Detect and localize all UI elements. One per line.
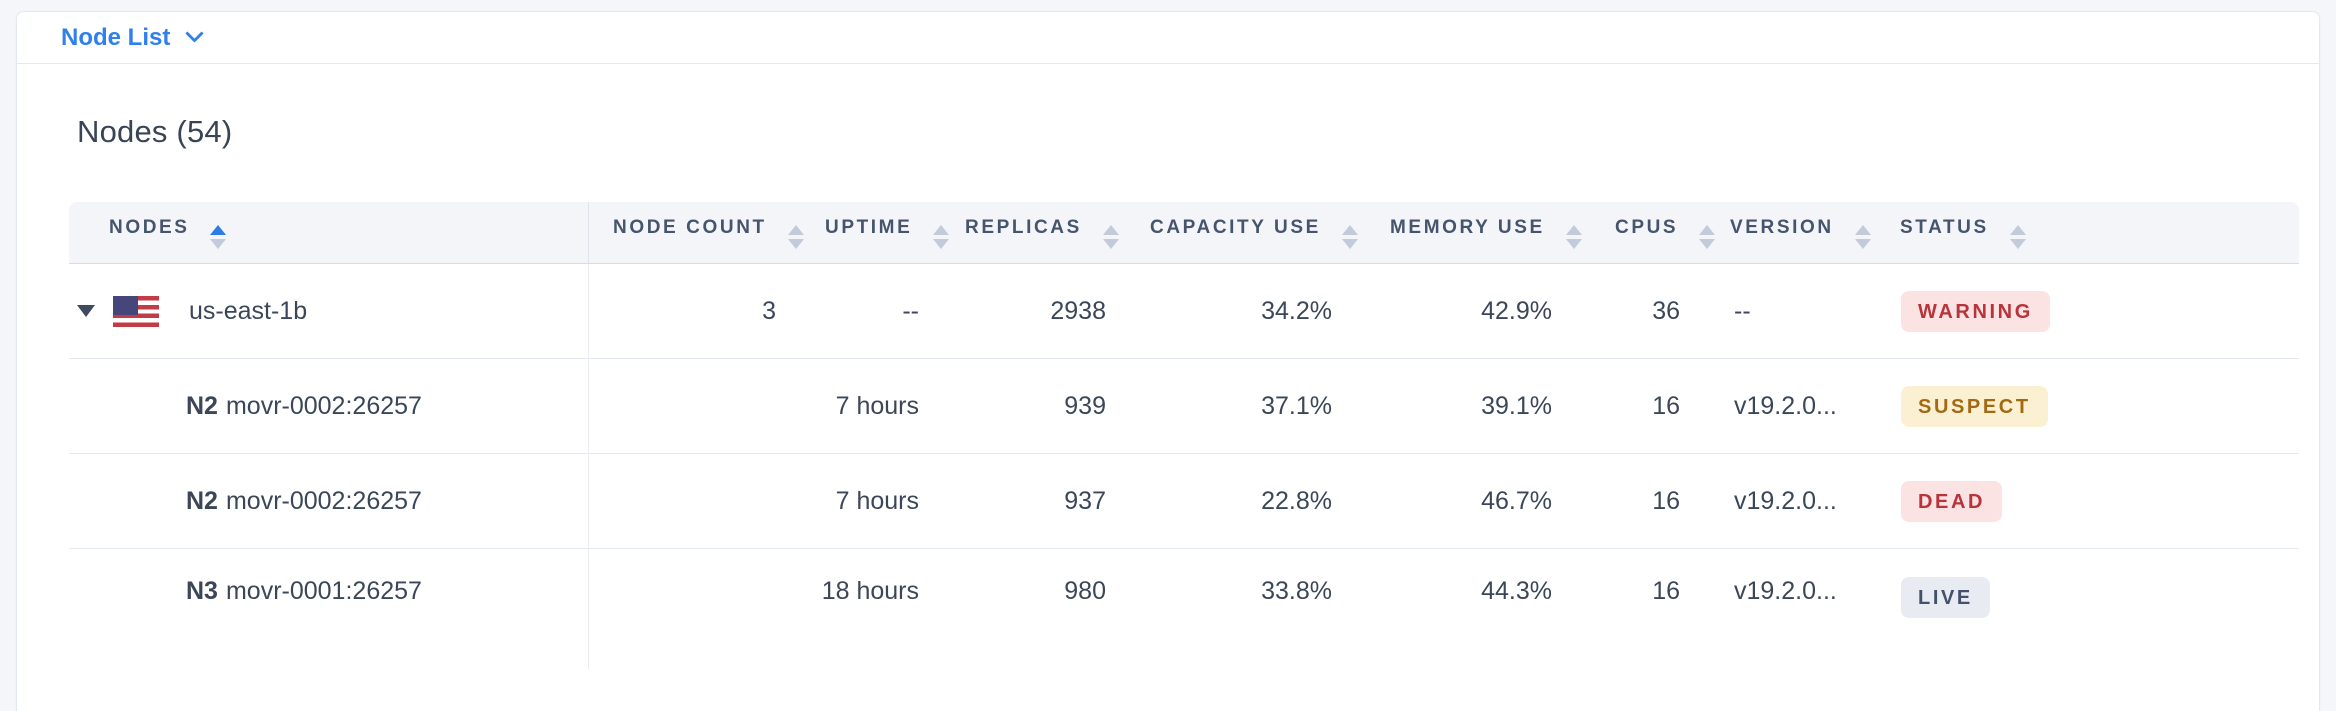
column-header-replicas[interactable]: REPLICAS	[941, 202, 1126, 264]
cell-memory-use: 46.7%	[1366, 454, 1591, 549]
cell-uptime: 7 hours	[801, 454, 941, 549]
node-list-dropdown[interactable]: Node List	[61, 23, 205, 52]
sort-icon[interactable]	[933, 224, 950, 249]
status-badge: SUSPECT	[1901, 385, 2048, 427]
column-header-nodes[interactable]: NODES	[69, 202, 589, 264]
cell-node-count	[589, 359, 801, 454]
cell-capacity-use: 22.8%	[1126, 454, 1366, 549]
page-title: Nodes (54)	[77, 114, 233, 149]
node-row[interactable]: N3 movr-0001:26257 18 hours 980 33.8% 44.…	[69, 549, 2299, 669]
cell-node-count	[589, 454, 801, 549]
view-selector-bar: Node List	[17, 12, 2319, 64]
node-address: movr-0001:26257	[225, 577, 422, 605]
column-header-version[interactable]: VERSION	[1706, 202, 1876, 264]
nodes-section: Nodes (54) NODES NODE COUNT U	[17, 64, 2319, 669]
cell-memory-use: 44.3%	[1366, 549, 1591, 669]
cell-version: v19.2.0...	[1706, 454, 1876, 549]
column-header-cpus[interactable]: CPUS	[1591, 202, 1716, 264]
cell-version: v19.2.0...	[1706, 359, 1876, 454]
cell-replicas: 939	[941, 359, 1126, 454]
column-header-memory-use[interactable]: MEMORY USE	[1366, 202, 1591, 264]
cell-uptime: 18 hours	[801, 549, 941, 669]
sort-icon[interactable]	[1854, 224, 1871, 249]
cell-memory-use: 42.9%	[1366, 264, 1591, 359]
cell-capacity-use: 34.2%	[1126, 264, 1366, 359]
node-address: movr-0002:26257	[225, 391, 422, 420]
status-badge: DEAD	[1901, 480, 2003, 522]
node-id: N2	[186, 486, 218, 515]
cell-cpus: 16	[1591, 454, 1706, 549]
cell-replicas: 2938	[941, 264, 1126, 359]
column-header-node-count[interactable]: NODE COUNT	[589, 202, 804, 264]
region-name: us-east-1b	[189, 296, 308, 325]
cell-uptime: --	[801, 264, 941, 359]
cell-version: --	[1706, 264, 1876, 359]
node-list-card: Node List Nodes (54) NODES NODE COUNT	[16, 11, 2320, 711]
sort-icon[interactable]	[1565, 224, 1582, 249]
collapse-caret-icon[interactable]	[77, 305, 95, 317]
node-row[interactable]: N2 movr-0002:26257 7 hours 937 22.8% 46.7…	[69, 454, 2299, 549]
region-row[interactable]: us-east-1b 3 -- 2938 34.2% 42.9% 36 -- W…	[69, 264, 2299, 359]
cell-cpus: 16	[1591, 549, 1706, 669]
cell-status: DEAD	[1876, 454, 2299, 549]
cell-capacity-use: 33.8%	[1126, 549, 1366, 669]
us-flag-icon	[113, 295, 159, 327]
status-badge: WARNING	[1901, 290, 2050, 332]
column-header-uptime[interactable]: UPTIME	[801, 202, 950, 264]
cell-node-count	[589, 549, 801, 669]
table-header-row: NODES NODE COUNT UPTIME REPLICAS	[69, 202, 2299, 264]
sort-icon[interactable]	[1699, 224, 1716, 249]
nodes-table: NODES NODE COUNT UPTIME REPLICAS	[69, 202, 2299, 669]
node-row[interactable]: N2 movr-0002:26257 7 hours 939 37.1% 39.1…	[69, 359, 2299, 454]
cell-replicas: 980	[941, 549, 1126, 669]
sort-icon[interactable]	[787, 224, 804, 249]
node-address: movr-0002:26257	[225, 486, 422, 515]
cell-cpus: 36	[1591, 264, 1706, 359]
column-header-status[interactable]: STATUS	[1876, 202, 2299, 264]
chevron-down-icon	[185, 24, 205, 43]
node-list-dropdown-label: Node List	[61, 23, 171, 51]
cell-capacity-use: 37.1%	[1126, 359, 1366, 454]
cell-memory-use: 39.1%	[1366, 359, 1591, 454]
sort-icon[interactable]	[2009, 224, 2026, 249]
cell-status: SUSPECT	[1876, 359, 2299, 454]
node-id: N3	[186, 577, 218, 605]
cell-replicas: 937	[941, 454, 1126, 549]
sort-icon[interactable]	[1102, 224, 1119, 249]
node-id: N2	[186, 391, 218, 420]
cell-cpus: 16	[1591, 359, 1706, 454]
status-badge: LIVE	[1901, 577, 1990, 618]
column-header-capacity-use[interactable]: CAPACITY USE	[1126, 202, 1366, 264]
sort-icon[interactable]	[1341, 224, 1358, 249]
cell-status: LIVE	[1876, 549, 2299, 669]
cell-version: v19.2.0...	[1706, 549, 1876, 669]
cell-node-count: 3	[589, 264, 801, 359]
sort-icon[interactable]	[210, 224, 227, 249]
cell-uptime: 7 hours	[801, 359, 941, 454]
cell-status: WARNING	[1876, 264, 2299, 359]
